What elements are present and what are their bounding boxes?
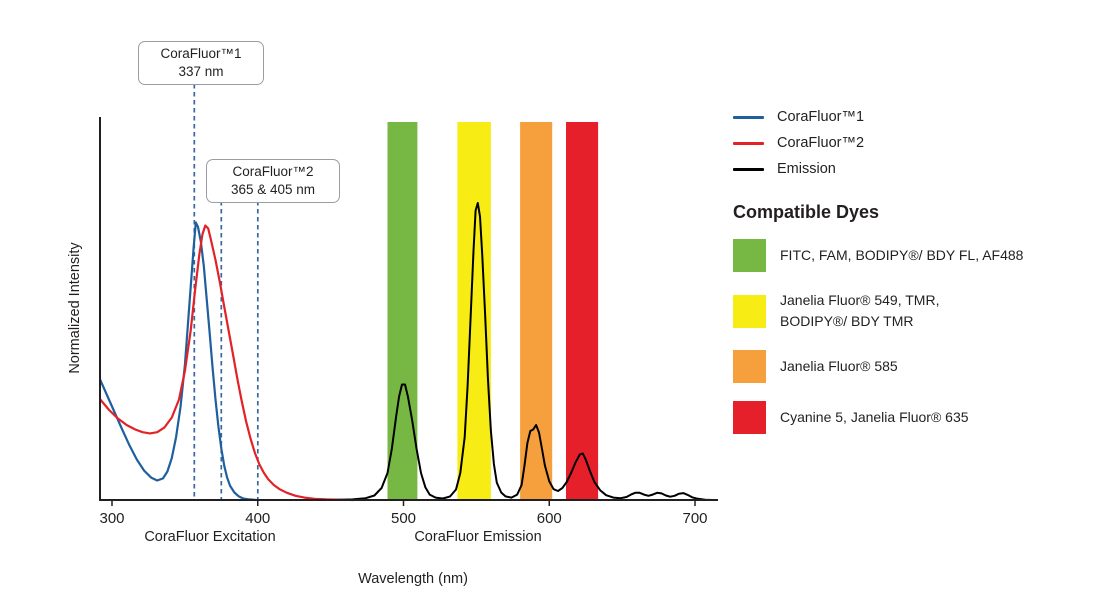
legend-label: Emission — [777, 161, 836, 177]
legend-line-swatch-emission — [733, 167, 764, 171]
callout-corafluor2-value: 365 & 405 nm — [230, 182, 316, 197]
emission-axis-caption: CoraFluor Emission — [414, 529, 542, 545]
legend-label: CoraFluor™2 — [777, 135, 865, 151]
dye-item-yellow: Janelia Fluor® 549, TMR, BODIPY®/ BDY TM… — [733, 290, 1105, 332]
callout-corafluor1-title: CoraFluor™1 — [160, 45, 242, 61]
x-tick-label: 700 — [682, 510, 707, 527]
dye-item-orange: Janelia Fluor® 585 — [733, 350, 1105, 383]
dye-swatch-yellow — [733, 294, 766, 328]
filter-band-red — [566, 122, 599, 500]
callout-corafluor1: CoraFluor™1 337 nm — [138, 41, 264, 85]
legend-label: CoraFluor™1 — [777, 109, 865, 125]
curve-corafluor2-excitation — [99, 224, 355, 502]
dye-label: Janelia Fluor® 549, TMR, BODIPY®/ BDY TM… — [780, 292, 940, 329]
x-tick-label: 600 — [537, 510, 562, 527]
y-axis-label: Normalized Intensity — [67, 242, 83, 374]
spectra-chart-canvas: 300 400 500 600 700 — [99, 84, 718, 527]
callout-corafluor2-title: CoraFluor™2 — [232, 163, 314, 179]
x-tick-label: 300 — [99, 510, 124, 527]
compatible-dyes-heading: Compatible Dyes — [733, 202, 880, 222]
legend-item-corafluor2: CoraFluor™2 — [733, 130, 1105, 156]
dye-swatch-green — [733, 239, 766, 272]
x-tick-label: 500 — [391, 510, 416, 527]
callout-corafluor1-value: 337 nm — [178, 64, 224, 79]
legend-item-emission: Emission — [733, 156, 1105, 182]
curve-corafluor1-excitation — [99, 221, 258, 502]
x-axis-label: Wavelength (nm) — [358, 571, 468, 587]
legend: CoraFluor™1 CoraFluor™2 Emission Compati… — [733, 104, 1105, 452]
x-tick-label: 400 — [245, 510, 270, 527]
dye-swatch-orange — [733, 350, 766, 383]
dye-item-red: Cyanine 5, Janelia Fluor® 635 — [733, 401, 1105, 434]
dye-swatch-red — [733, 401, 766, 434]
dye-label: Cyanine 5, Janelia Fluor® 635 — [780, 409, 969, 425]
dye-label: FITC, FAM, BODIPY®/ BDY FL, AF488 — [780, 247, 1024, 263]
excitation-axis-caption: CoraFluor Excitation — [144, 529, 276, 545]
dye-label: Janelia Fluor® 585 — [780, 358, 898, 374]
filter-band-orange — [520, 122, 553, 500]
legend-line-swatch-corafluor1 — [733, 115, 764, 119]
callout-corafluor2: CoraFluor™2 365 & 405 nm — [206, 159, 340, 203]
legend-item-corafluor1: CoraFluor™1 — [733, 104, 1105, 130]
legend-line-swatch-corafluor2 — [733, 141, 764, 145]
dye-item-green: FITC, FAM, BODIPY®/ BDY FL, AF488 — [733, 239, 1105, 272]
curve-emission — [332, 202, 714, 501]
